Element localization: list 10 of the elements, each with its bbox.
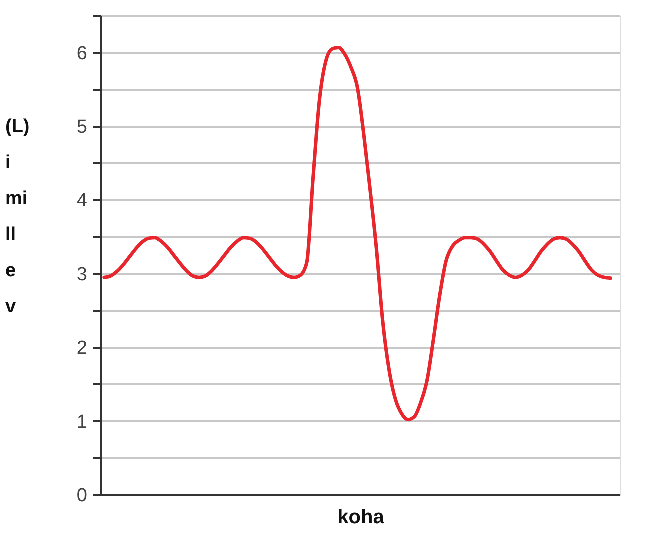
y-tick-label: 4 <box>76 190 88 212</box>
y-tick-label: 3 <box>76 264 88 286</box>
y-tick-label: 1 <box>76 412 88 433</box>
y-axis-title: (L) i mi ll e v <box>6 116 30 318</box>
y-tick-label: 6 <box>76 43 88 64</box>
line-series <box>102 46 613 422</box>
y-tick-label: 2 <box>76 338 88 360</box>
y-tick-label: 0 <box>76 486 88 506</box>
y-tick-label: 5 <box>76 117 88 138</box>
x-axis-title: koha <box>338 506 386 528</box>
